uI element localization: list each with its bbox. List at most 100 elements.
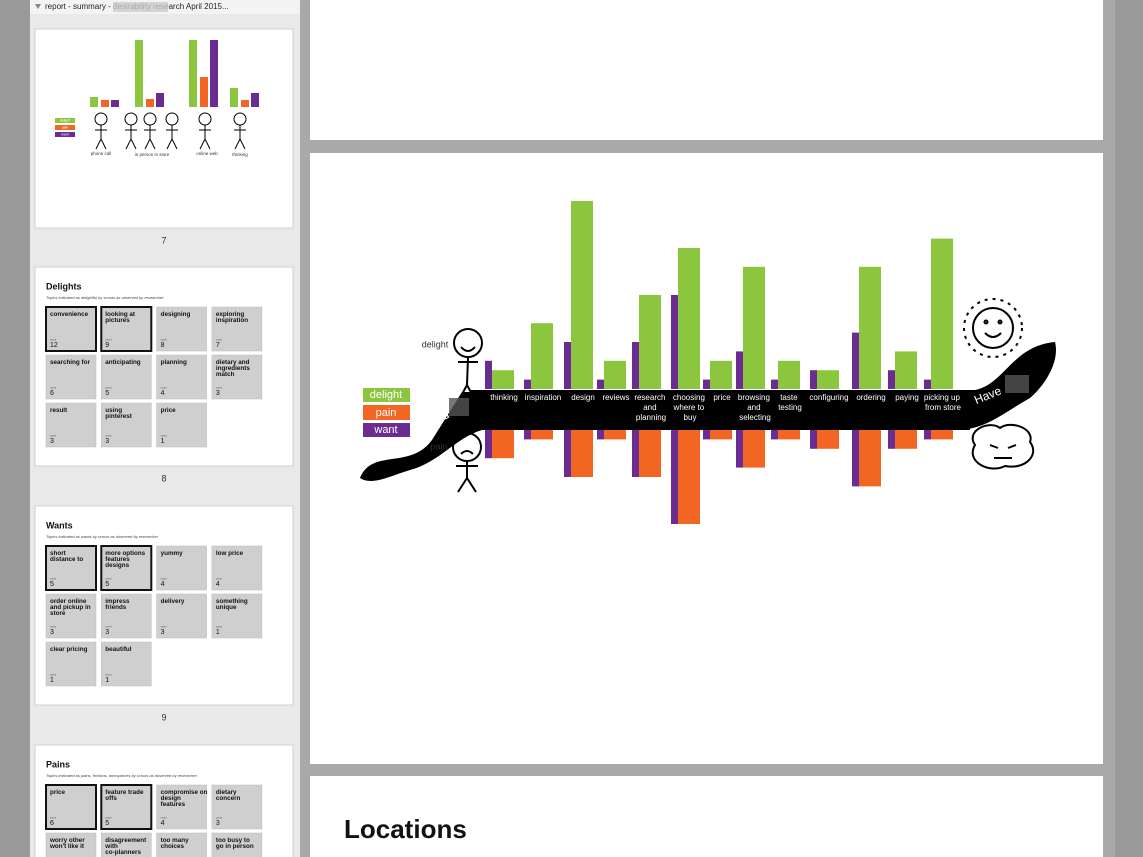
card-label: compromise on design features — [161, 789, 210, 808]
card-count: 9 — [105, 342, 109, 349]
count-caption: count — [50, 435, 56, 438]
count-caption: count — [105, 387, 111, 390]
redaction — [1005, 375, 1029, 393]
bar — [639, 295, 661, 389]
card-count: 5 — [105, 390, 109, 397]
bar — [632, 430, 639, 477]
topic-card — [45, 306, 97, 352]
count-caption: count — [161, 817, 167, 820]
x-tick-label: research and planning — [634, 393, 667, 422]
bar — [736, 351, 743, 389]
topic-card — [211, 306, 263, 352]
legend-label: delight — [370, 389, 402, 401]
card-label: too busy to go in person — [216, 837, 254, 850]
doc-page — [310, 0, 1103, 140]
count-caption: count — [105, 626, 111, 629]
bar — [564, 430, 571, 477]
x-tick-label: thinking — [232, 152, 248, 157]
bar — [771, 379, 778, 389]
card-label: impress friends — [105, 598, 131, 611]
bar — [492, 370, 514, 389]
bar — [703, 430, 710, 440]
count-caption: count — [161, 578, 167, 581]
card-label: exploring inspiration — [216, 311, 248, 324]
count-caption: count — [50, 674, 56, 677]
topic-card — [45, 784, 97, 830]
bar — [90, 97, 98, 107]
legend-label: want — [373, 424, 397, 436]
legend-label: pain — [62, 125, 69, 129]
topic-card — [100, 306, 153, 352]
topic-card — [45, 641, 97, 687]
figure-body — [234, 125, 246, 150]
bar — [485, 360, 492, 389]
topic-card — [45, 402, 97, 448]
card-count: 4 — [161, 581, 165, 588]
card-label: low price — [216, 550, 244, 557]
figure-body — [199, 125, 211, 150]
card-label: planning — [161, 359, 187, 366]
figure-body — [166, 125, 178, 150]
bar — [678, 248, 700, 389]
count-caption: count — [105, 578, 111, 581]
cloud — [971, 423, 1035, 470]
bar — [852, 430, 859, 487]
card-count: 4 — [161, 820, 165, 827]
slide-title: Locations — [344, 814, 467, 844]
card-count: 5 — [105, 820, 109, 827]
bar — [492, 430, 514, 459]
count-caption: count — [161, 435, 167, 438]
count-caption: count — [105, 435, 111, 438]
topic-card — [45, 545, 97, 591]
figure-body — [95, 125, 107, 150]
topic-card — [101, 402, 152, 448]
bar — [678, 430, 700, 524]
page-number: 9 — [161, 712, 166, 722]
count-caption: count — [161, 339, 167, 342]
topic-card — [45, 354, 97, 400]
bar — [703, 379, 710, 389]
card-count: 3 — [105, 629, 109, 636]
topic-card — [100, 784, 153, 830]
card-count: 3 — [216, 820, 220, 827]
bar — [778, 430, 800, 440]
topic-card — [101, 593, 152, 639]
disclosure-triangle[interactable] — [35, 4, 41, 9]
bar — [251, 93, 259, 107]
count-caption: count — [105, 339, 111, 342]
bar — [597, 379, 604, 389]
sad-figure — [452, 432, 482, 493]
card-count: 8 — [161, 342, 165, 349]
bar — [736, 430, 743, 468]
x-tick-label: picking up from store — [924, 393, 962, 412]
card-label: feature trade offs — [105, 789, 145, 802]
legend-swatch — [363, 405, 410, 420]
bar — [531, 323, 553, 389]
bar — [230, 88, 238, 107]
topic-card — [156, 832, 207, 857]
card-label: clear pricing — [50, 646, 88, 653]
x-tick-label: paying — [895, 393, 919, 402]
topic-card — [211, 545, 263, 591]
card-count: 5 — [50, 581, 54, 588]
card-label: convenience — [50, 311, 89, 318]
card-count: 3 — [161, 629, 165, 636]
card-label: designing — [161, 311, 191, 318]
card-count: 4 — [216, 581, 220, 588]
legend-swatch — [55, 118, 75, 123]
card-count: 6 — [50, 390, 54, 397]
bar — [895, 351, 917, 389]
card-count: 1 — [216, 629, 220, 636]
count-caption: count — [50, 817, 56, 820]
count-caption: count — [216, 578, 222, 581]
section-title: Delights — [46, 281, 82, 291]
x-tick-label: browsing and selecting — [738, 393, 772, 422]
bar — [931, 430, 953, 440]
card-label: price — [50, 789, 66, 796]
page-number: 7 — [161, 235, 166, 245]
x-tick-label: choosing where to buy — [673, 393, 708, 422]
section-subtitle: Topics indicated as pains, frictions, an… — [46, 773, 198, 778]
topic-card — [211, 784, 263, 830]
topic-card — [45, 832, 97, 857]
